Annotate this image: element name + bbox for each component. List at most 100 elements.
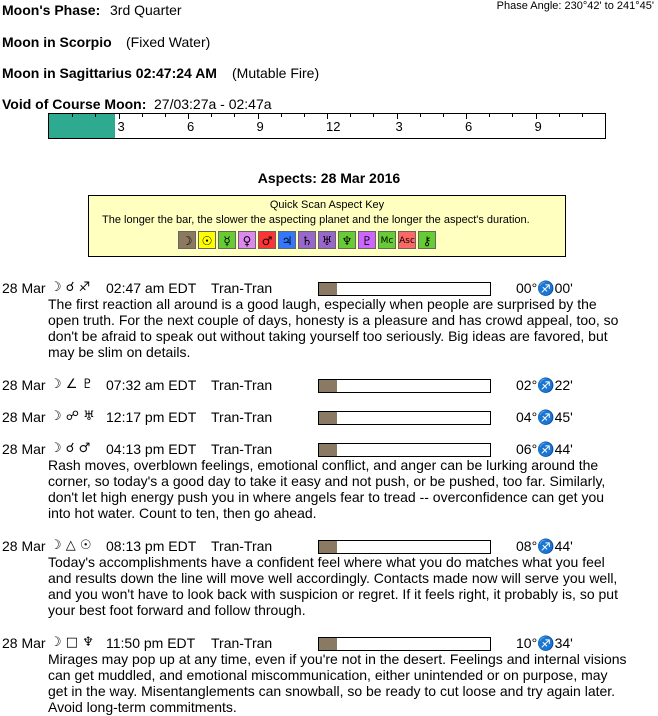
entry-description: The first reaction all around is a good … xyxy=(48,296,597,312)
key-symbol: ♃ xyxy=(278,231,296,249)
duration-fill xyxy=(319,380,337,392)
entry-date: 28 Mar xyxy=(2,538,46,554)
key-symbol: ♄ xyxy=(298,231,316,249)
entry-time: 11:50 pm EDT xyxy=(106,635,196,651)
entry-description: Mirages may pop up at any time, even if … xyxy=(48,651,627,667)
duration-fill xyxy=(319,283,337,295)
entry-date: 28 Mar xyxy=(2,280,46,296)
entry-description: don't let high energy push you in where … xyxy=(48,489,605,505)
key-symbol: ♅ xyxy=(318,231,336,249)
entry-description: Today's accomplishments have a confident… xyxy=(48,554,605,570)
entry-description: and results down the line will move well… xyxy=(48,570,618,586)
duration-fill xyxy=(319,412,337,424)
tick xyxy=(188,114,189,119)
entry-position: 10°♐34' xyxy=(516,635,573,651)
time-label: 3 xyxy=(117,119,125,134)
entry-kind: Tran-Tran xyxy=(211,409,273,425)
phase-angle: Phase Angle: 230°42' to 241°45' xyxy=(496,0,654,12)
tick xyxy=(95,114,97,117)
entry-kind: Tran-Tran xyxy=(211,538,273,554)
key-title: Quick Scan Aspect Key xyxy=(269,199,385,211)
key-symbol: ⚷ xyxy=(418,231,436,249)
entry-description: corner, so today's a good day to take it… xyxy=(48,473,606,489)
duration-bar xyxy=(318,540,491,554)
tick xyxy=(327,114,328,119)
key-symbol: ☉ xyxy=(198,231,216,249)
duration-bar xyxy=(318,379,491,393)
entry-time: 07:32 am EDT xyxy=(106,377,197,393)
void-time: 27/03:27a - 02:47a xyxy=(154,96,272,112)
key-symbol: ♂ xyxy=(258,231,276,249)
entry-time: 12:17 pm EDT xyxy=(106,409,197,425)
moon-sign-note: (Mutable Fire) xyxy=(232,65,320,81)
duration-bar xyxy=(318,443,491,457)
entry-kind: Tran-Tran xyxy=(211,280,273,296)
duration-bar xyxy=(318,282,491,296)
entry-description: and you won't have to look back with sus… xyxy=(48,586,618,602)
moon-sign: Moon in Scorpio xyxy=(2,34,112,50)
entry-description: your best foot forward and follow throug… xyxy=(48,602,306,618)
duration-bar xyxy=(318,637,491,651)
tick xyxy=(234,114,236,117)
tick xyxy=(396,114,398,119)
tick xyxy=(558,114,560,117)
time-label: 9 xyxy=(534,119,542,134)
entry-description: Avoid long-term commitments. xyxy=(48,699,237,715)
entry-date: 28 Mar xyxy=(2,635,46,651)
entry-position: 04°♐45' xyxy=(516,409,573,425)
time-label: 6 xyxy=(465,119,473,134)
entry-kind: Tran-Tran xyxy=(211,441,273,457)
entry-time: 02:47 am EDT xyxy=(106,280,197,296)
duration-bar xyxy=(318,411,491,425)
key-symbol: ♇ xyxy=(358,231,376,249)
tick xyxy=(303,114,305,117)
entry-aspect: ☽ △ ☉ xyxy=(50,538,92,553)
key-symbol: ♆ xyxy=(338,231,356,249)
tick xyxy=(489,114,491,117)
entry-description: open truth. For the next couple of days,… xyxy=(48,312,619,328)
entry-description: can get muddled, and emotional miscommun… xyxy=(48,667,608,683)
entry-position: 00°♐00' xyxy=(516,280,573,296)
moon-sign-note: (Fixed Water) xyxy=(126,34,211,50)
phase-label: Moon's Phase: xyxy=(2,2,101,18)
tick xyxy=(118,114,120,119)
entry-date: 28 Mar xyxy=(2,441,46,457)
tick xyxy=(280,114,282,117)
entry-description: may be slim on details. xyxy=(48,344,191,360)
tick xyxy=(211,114,213,117)
entry-description: get in the way. Misentanglements can sno… xyxy=(48,683,616,699)
entry-description: don't be afraid to speak out without tak… xyxy=(48,328,608,344)
entry-time: 08:13 pm EDT xyxy=(106,538,197,554)
tick xyxy=(141,114,143,117)
entry-aspect: ☽ ☍ ♅ xyxy=(50,409,95,424)
duration-fill xyxy=(319,638,337,650)
moon-sign: Moon in Sagittarius 02:47:24 AM xyxy=(2,65,217,81)
entry-aspect: ☽ ∠ ♇ xyxy=(50,377,94,392)
entry-date: 28 Mar xyxy=(2,409,46,425)
entry-position: 02°♐22' xyxy=(516,377,573,393)
tick xyxy=(581,114,583,117)
tick xyxy=(419,114,421,117)
key-symbol: Mc xyxy=(378,231,396,249)
tick xyxy=(466,114,467,119)
phase: 3rd Quarter xyxy=(110,2,182,18)
entry-kind: Tran-Tran xyxy=(211,377,273,393)
tick xyxy=(164,114,166,117)
tick xyxy=(512,114,514,117)
aspects-title: Aspects: 28 Mar 2016 xyxy=(257,170,401,186)
void-period xyxy=(49,114,115,138)
time-label: 12 xyxy=(326,119,341,134)
key-text: The longer the bar, the slower the aspec… xyxy=(102,214,530,226)
entry-aspect: ☽ ☌ ♐ xyxy=(50,280,91,295)
key-symbol: Asc xyxy=(398,231,416,249)
void-label: Void of Course Moon: xyxy=(2,96,147,112)
tick xyxy=(535,114,537,119)
entry-position: 08°♐44' xyxy=(516,538,573,554)
tick xyxy=(442,114,444,117)
tick xyxy=(373,114,375,117)
entry-kind: Tran-Tran xyxy=(211,635,273,651)
key-symbol: ♀ xyxy=(238,231,256,249)
key-symbol: ☿ xyxy=(218,231,236,249)
entry-position: 06°♐44' xyxy=(516,441,573,457)
entry-time: 04:13 pm EDT xyxy=(106,441,197,457)
